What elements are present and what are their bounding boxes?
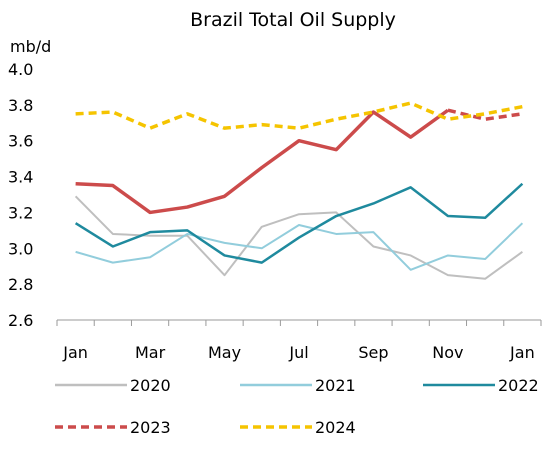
y-tick-label: 3.2: [8, 203, 33, 222]
series-2024-line: [75, 101, 523, 130]
series-2020-line: [74, 195, 523, 280]
y-tick-label: 3.8: [8, 96, 33, 115]
y-axis-unit-label: mb/d: [10, 37, 51, 56]
y-tick-label: 2.6: [8, 311, 33, 330]
y-tick-label: 2.8: [8, 275, 33, 294]
y-axis-ticks: 2.6 2.8 3.0 3.2 3.4 3.6 3.8 4.0: [8, 60, 33, 330]
series-layer: [74, 101, 524, 280]
x-tick-label: Jan: [62, 343, 88, 362]
chart-title: Brazil Total Oil Supply: [190, 9, 396, 31]
series-2023-line-solid: [75, 108, 449, 215]
x-tick-label: Jan: [509, 343, 535, 362]
series-2023-line-dashed: [447, 108, 523, 121]
x-tick-label: Mar: [135, 343, 166, 362]
series-2021-line: [75, 222, 524, 271]
x-tick-label: Jul: [288, 343, 308, 362]
x-tick-label: Nov: [432, 343, 463, 362]
y-tick-label: 3.6: [8, 132, 33, 151]
series-2022-line: [74, 182, 524, 264]
x-axis: Jan Mar May Jul Sep Nov Jan: [56, 319, 542, 362]
legend-label-2020: 2020: [130, 376, 171, 395]
legend-label-2022: 2022: [498, 376, 539, 395]
y-tick-label: 3.4: [8, 168, 33, 187]
legend: 2020 2021 2022 2023 2024: [55, 376, 539, 437]
x-tick-label: Sep: [358, 343, 388, 362]
y-tick-label: 4.0: [8, 60, 33, 79]
x-tick-label: May: [208, 343, 241, 362]
legend-label-2024: 2024: [315, 418, 356, 437]
y-tick-label: 3.0: [8, 239, 33, 258]
legend-label-2021: 2021: [315, 376, 356, 395]
legend-label-2023: 2023: [130, 418, 171, 437]
